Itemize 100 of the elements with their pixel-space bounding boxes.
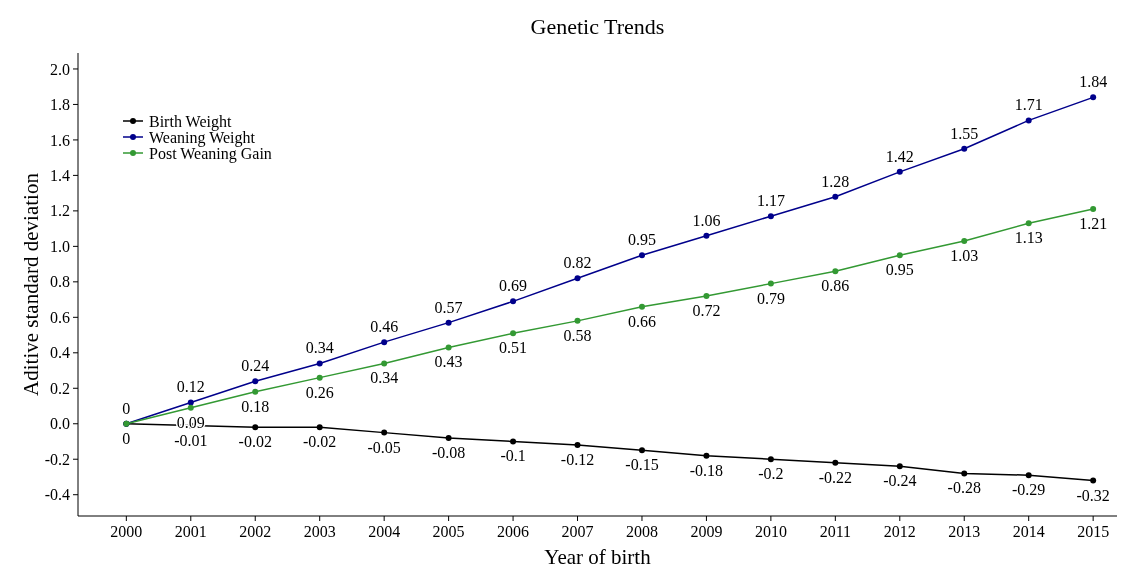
point xyxy=(381,429,388,436)
data-label: -0.28 xyxy=(947,479,981,497)
data-label: -0.2 xyxy=(758,465,784,483)
point xyxy=(445,344,452,351)
point xyxy=(638,447,645,454)
data-label: 0.72 xyxy=(692,302,721,320)
data-label: -0.08 xyxy=(431,443,466,461)
point xyxy=(510,438,517,445)
point xyxy=(832,268,839,275)
y-tick-label: -0.4 xyxy=(44,486,70,504)
point xyxy=(574,317,581,324)
data-label: -0.32 xyxy=(1076,486,1110,504)
x-tick-label: 2007 xyxy=(561,523,594,540)
point xyxy=(252,424,259,431)
point xyxy=(703,232,710,239)
y-tick-label: 0.2 xyxy=(50,379,70,397)
point xyxy=(767,213,774,220)
y-axis-title: Aditive standard deviation xyxy=(19,172,43,396)
y-tick-label: -0.2 xyxy=(44,450,70,468)
y-tick-label: 1.4 xyxy=(50,167,70,184)
data-label: -0.29 xyxy=(1012,481,1046,499)
legend-label: Birth Weight xyxy=(149,112,232,131)
data-label: 1.03 xyxy=(950,247,979,265)
data-label: 1.55 xyxy=(950,124,979,142)
point xyxy=(703,452,710,459)
point xyxy=(252,388,259,395)
data-label: 0.46 xyxy=(370,318,399,336)
x-tick-label: 2011 xyxy=(819,523,852,540)
data-label: 0.24 xyxy=(241,357,270,375)
point xyxy=(961,145,968,152)
x-tick-label: 2002 xyxy=(239,523,272,540)
data-label: 0 xyxy=(122,399,131,417)
y-tick-label: 1.8 xyxy=(50,96,70,114)
data-label: 1.28 xyxy=(821,172,850,190)
point xyxy=(316,374,323,381)
data-label: 0.26 xyxy=(305,383,334,401)
point xyxy=(510,330,517,337)
point xyxy=(1090,477,1097,484)
point xyxy=(316,424,323,431)
point xyxy=(187,399,194,406)
data-label: 1.13 xyxy=(1014,229,1043,247)
data-label: 0.12 xyxy=(176,378,205,396)
x-tick-label: 2006 xyxy=(497,523,530,540)
y-tick-label: 1.6 xyxy=(50,131,70,149)
data-label: -0.18 xyxy=(689,461,724,479)
point xyxy=(510,298,517,305)
chart-title: Genetic Trends xyxy=(530,14,665,39)
x-tick-label: 2015 xyxy=(1077,523,1110,540)
data-label: -0.22 xyxy=(818,468,852,486)
x-tick-label: 2008 xyxy=(625,523,658,540)
point xyxy=(316,360,323,367)
point xyxy=(381,339,388,346)
data-label: 1.84 xyxy=(1079,73,1108,91)
point xyxy=(638,303,645,310)
point xyxy=(574,442,581,449)
y-tick-label: 1.2 xyxy=(50,202,70,220)
x-tick-label: 2010 xyxy=(754,523,787,540)
x-tick-label: 2000 xyxy=(110,523,143,540)
point xyxy=(1090,94,1097,101)
data-label: 1.17 xyxy=(756,192,785,210)
data-label: 0.43 xyxy=(434,353,463,371)
y-tick-label: 0.4 xyxy=(50,344,70,362)
point xyxy=(767,456,774,463)
x-tick-label: 2009 xyxy=(690,523,723,540)
x-tick-label: 2005 xyxy=(432,523,465,540)
point xyxy=(1025,117,1032,124)
data-label: 0.51 xyxy=(499,339,528,357)
data-label: 0.66 xyxy=(627,312,656,330)
data-label: 1.42 xyxy=(885,147,914,165)
y-tick-label: 0.6 xyxy=(50,308,70,326)
y-tick-label: 0.0 xyxy=(50,415,70,433)
point xyxy=(832,459,839,466)
data-label: -0.05 xyxy=(367,438,401,456)
data-label: -0.15 xyxy=(625,456,659,474)
point xyxy=(703,293,710,300)
point xyxy=(896,168,903,175)
point xyxy=(961,238,968,245)
point xyxy=(574,275,581,282)
data-label: 1.71 xyxy=(1014,96,1043,114)
data-label: 1.21 xyxy=(1079,215,1108,233)
y-tick-label: 0.8 xyxy=(50,273,70,291)
data-label: 0.57 xyxy=(434,298,463,316)
data-label: -0.02 xyxy=(238,433,272,451)
point xyxy=(767,280,774,287)
point xyxy=(638,252,645,259)
x-tick-label: 2014 xyxy=(1012,523,1045,540)
data-label: 0.69 xyxy=(499,277,528,295)
point xyxy=(896,463,903,470)
x-tick-label: 2003 xyxy=(303,523,336,540)
data-label: 0.86 xyxy=(821,277,850,295)
data-label: 0.79 xyxy=(756,289,785,307)
data-label: -0.24 xyxy=(883,472,917,490)
data-label: 0.34 xyxy=(305,339,334,357)
data-label: 0.82 xyxy=(563,254,592,272)
point xyxy=(1025,472,1032,479)
y-tick-label: 2.0 xyxy=(50,60,70,78)
x-tick-label: 2001 xyxy=(174,523,207,540)
point xyxy=(445,319,452,326)
data-label: 0.95 xyxy=(627,231,656,249)
data-label: 0 xyxy=(122,429,131,447)
